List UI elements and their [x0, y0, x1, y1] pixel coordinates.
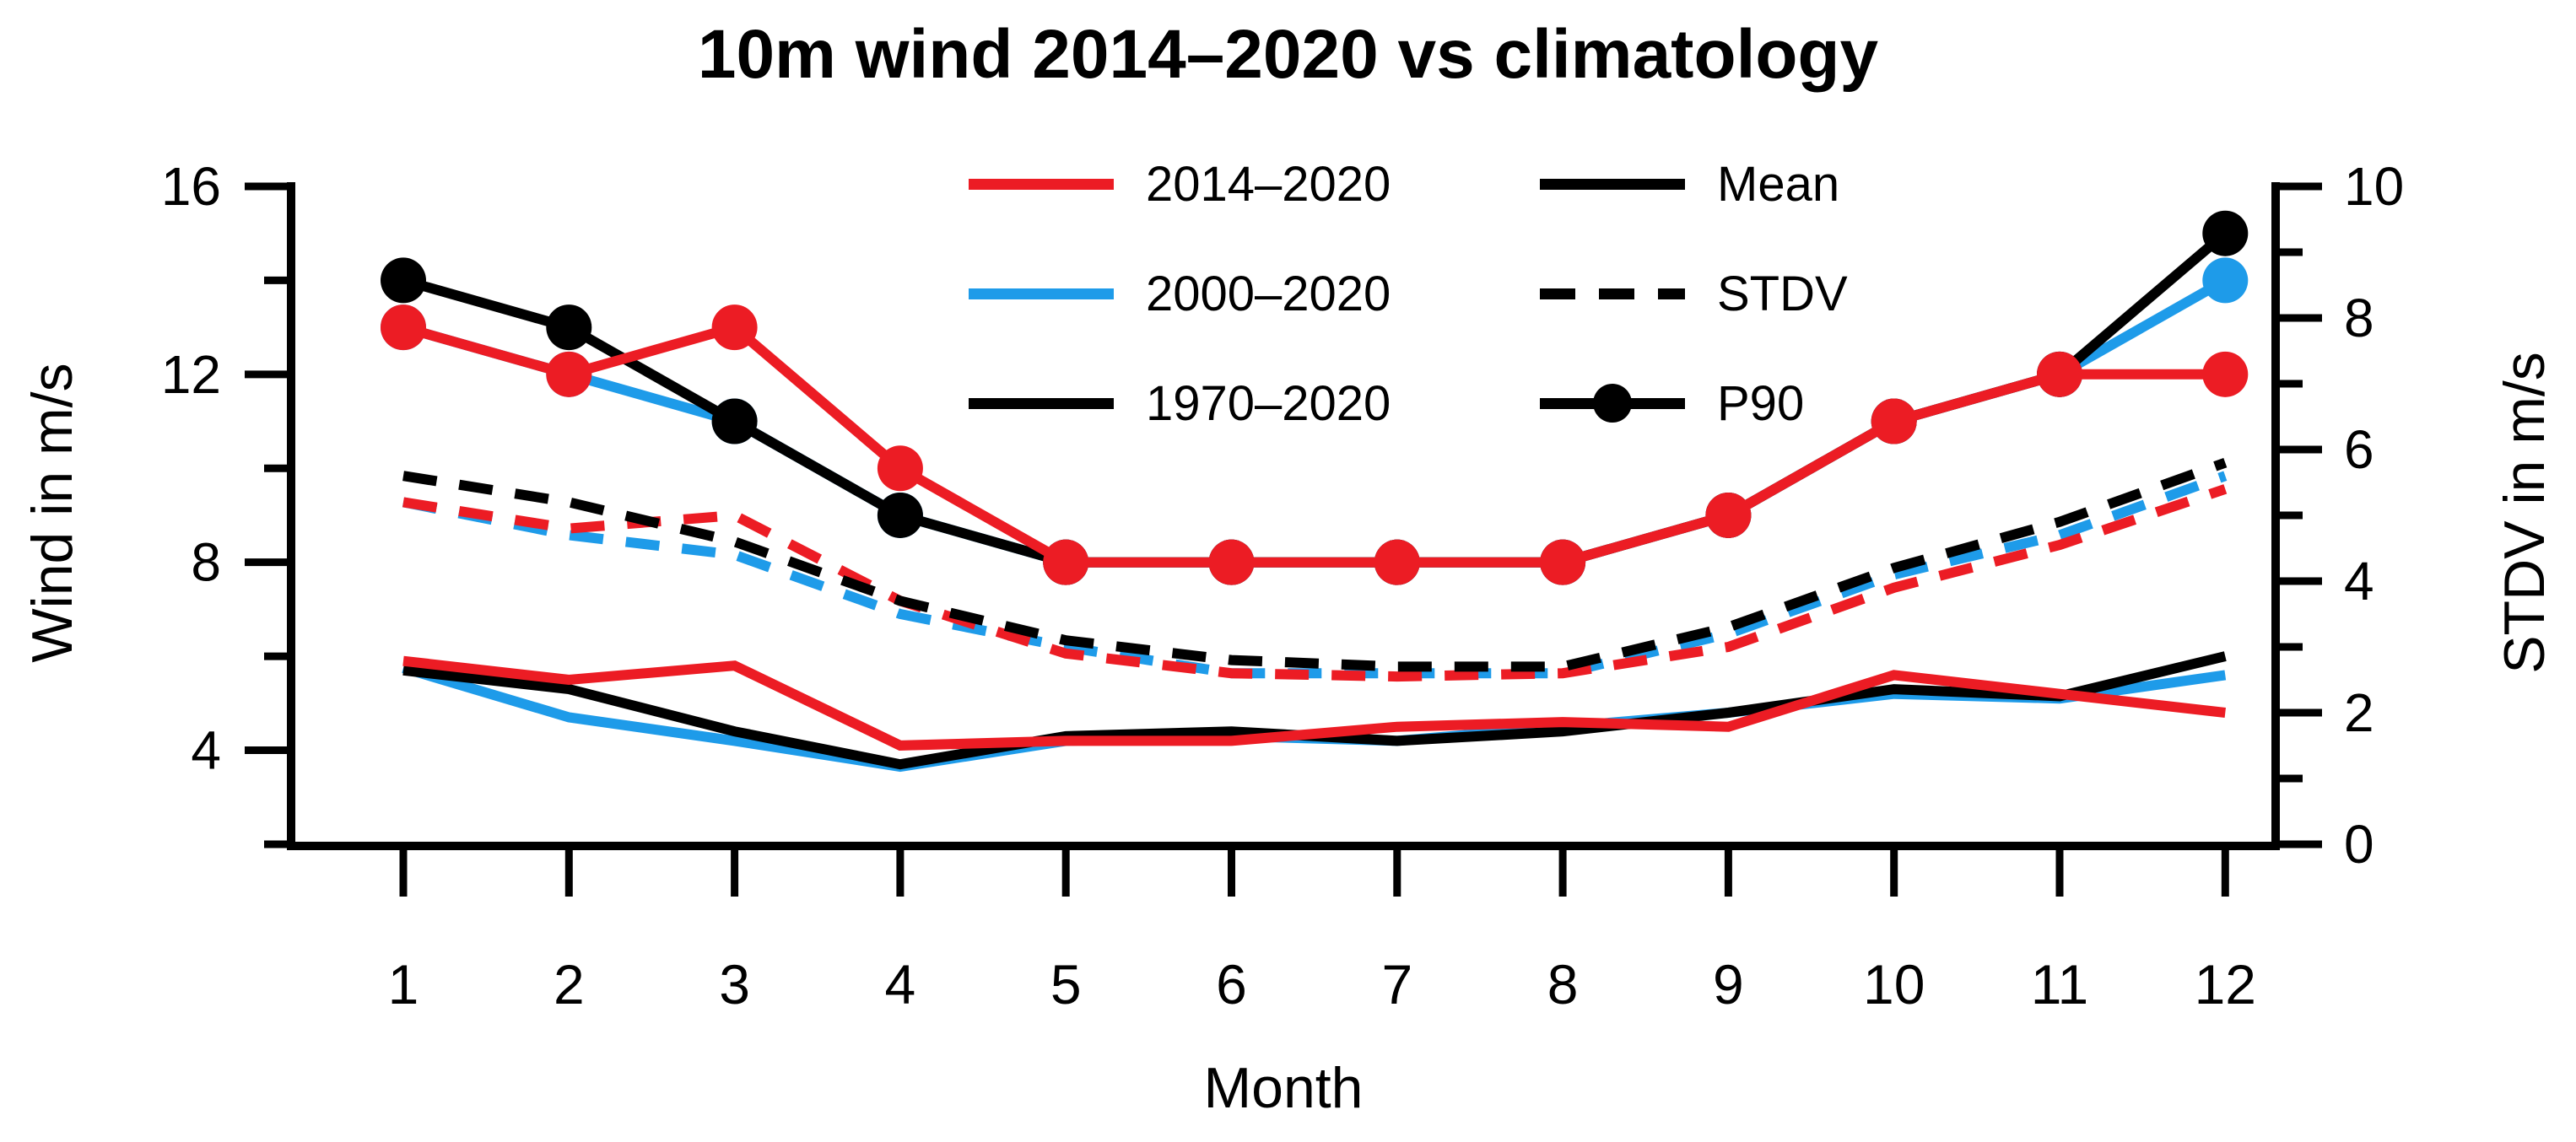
x-tick-label: 9 — [1713, 953, 1744, 1015]
marker-p90-2014-2020 — [1705, 492, 1752, 538]
legend-line-blue — [969, 288, 1114, 299]
marker-p90-1970-2020 — [2202, 210, 2249, 256]
series-stdv-1970-2020 — [402, 457, 2228, 672]
left-tick-label: 8 — [191, 532, 221, 593]
legend-label: P90 — [1717, 375, 1805, 431]
marker-p90-2014-2020 — [877, 445, 923, 492]
left-tick-label: 12 — [161, 344, 221, 405]
marker-p90-2014-2020 — [2202, 351, 2249, 397]
left-tick-label: 16 — [161, 156, 221, 217]
marker-p90-2014-2020 — [1540, 539, 1586, 585]
series-mean-2014-2020 — [402, 655, 2226, 751]
x-tick-label: 1 — [388, 953, 419, 1015]
legend-label: STDV — [1717, 266, 1848, 321]
x-tick-label: 12 — [2195, 953, 2256, 1015]
marker-p90-1970-2020 — [711, 398, 758, 444]
legend-label: 2014–2020 — [1146, 156, 1391, 212]
left-tick-label: 4 — [191, 720, 221, 781]
marker-p90-2000-2020 — [2202, 257, 2249, 304]
x-tick-label: 2 — [554, 953, 585, 1015]
legend-label: Mean — [1717, 156, 1840, 212]
legend-line-stdv — [1540, 288, 1685, 299]
y-axis-label-right: STDV in m/s — [2492, 352, 2557, 674]
series-stdv-2000-2020 — [402, 471, 2228, 679]
x-tick-label: 11 — [2031, 953, 2089, 1015]
right-tick-label: 8 — [2344, 288, 2374, 348]
legend-line-p90 — [1540, 384, 1685, 423]
series-p90-2014-2020 — [402, 321, 2226, 568]
marker-p90-2014-2020 — [1043, 539, 1089, 585]
x-tick-label: 5 — [1050, 953, 1082, 1015]
legend-line-mean — [1540, 178, 1685, 190]
marker-p90-2014-2020 — [711, 304, 758, 351]
y-axis-label-left: Wind in m/s — [20, 363, 84, 663]
legend-line-black — [969, 397, 1114, 409]
legend-label: 2000–2020 — [1146, 266, 1391, 321]
right-tick-label: 2 — [2344, 682, 2374, 743]
marker-p90-2014-2020 — [1374, 539, 1420, 585]
legend-item-2000-2020: 2000–2020 — [969, 266, 1391, 321]
series-stdv-2014-2020 — [402, 484, 2228, 682]
right-tick-label: 0 — [2344, 814, 2374, 875]
marker-p90-1970-2020 — [546, 304, 592, 351]
marker-p90-2014-2020 — [546, 351, 592, 397]
legend-line-red — [969, 178, 1114, 190]
x-tick-label: 10 — [1863, 953, 1925, 1015]
marker-p90-2014-2020 — [1208, 539, 1255, 585]
right-tick-label: 4 — [2344, 551, 2374, 611]
x-tick-label: 3 — [719, 953, 750, 1015]
marker-p90-2014-2020 — [2037, 351, 2082, 397]
chart-title: 10m wind 2014–2020 vs climatology — [697, 16, 1879, 93]
legend-item-p90: P90 — [1540, 376, 1804, 431]
legend-item-1970-2020: 1970–2020 — [969, 376, 1391, 431]
marker-p90-1970-2020 — [381, 257, 426, 304]
x-axis-label: Month — [1203, 1056, 1364, 1120]
right-tick-label: 10 — [2344, 156, 2404, 217]
p90-dot-icon — [1593, 384, 1632, 423]
x-tick-label: 6 — [1216, 953, 1247, 1015]
legend-item-stdv: STDV — [1540, 266, 1848, 321]
marker-p90-2014-2020 — [1871, 398, 1917, 444]
marker-p90-2014-2020 — [381, 304, 426, 351]
x-tick-label: 7 — [1381, 953, 1412, 1015]
legend-item-mean: Mean — [1540, 157, 1839, 212]
legend-label: 1970–2020 — [1146, 375, 1391, 431]
x-tick-label: 8 — [1547, 953, 1579, 1015]
marker-p90-1970-2020 — [877, 492, 923, 538]
right-tick-label: 6 — [2344, 419, 2374, 480]
x-tick-label: 4 — [885, 953, 916, 1015]
legend-item-2014-2020: 2014–2020 — [969, 157, 1391, 212]
